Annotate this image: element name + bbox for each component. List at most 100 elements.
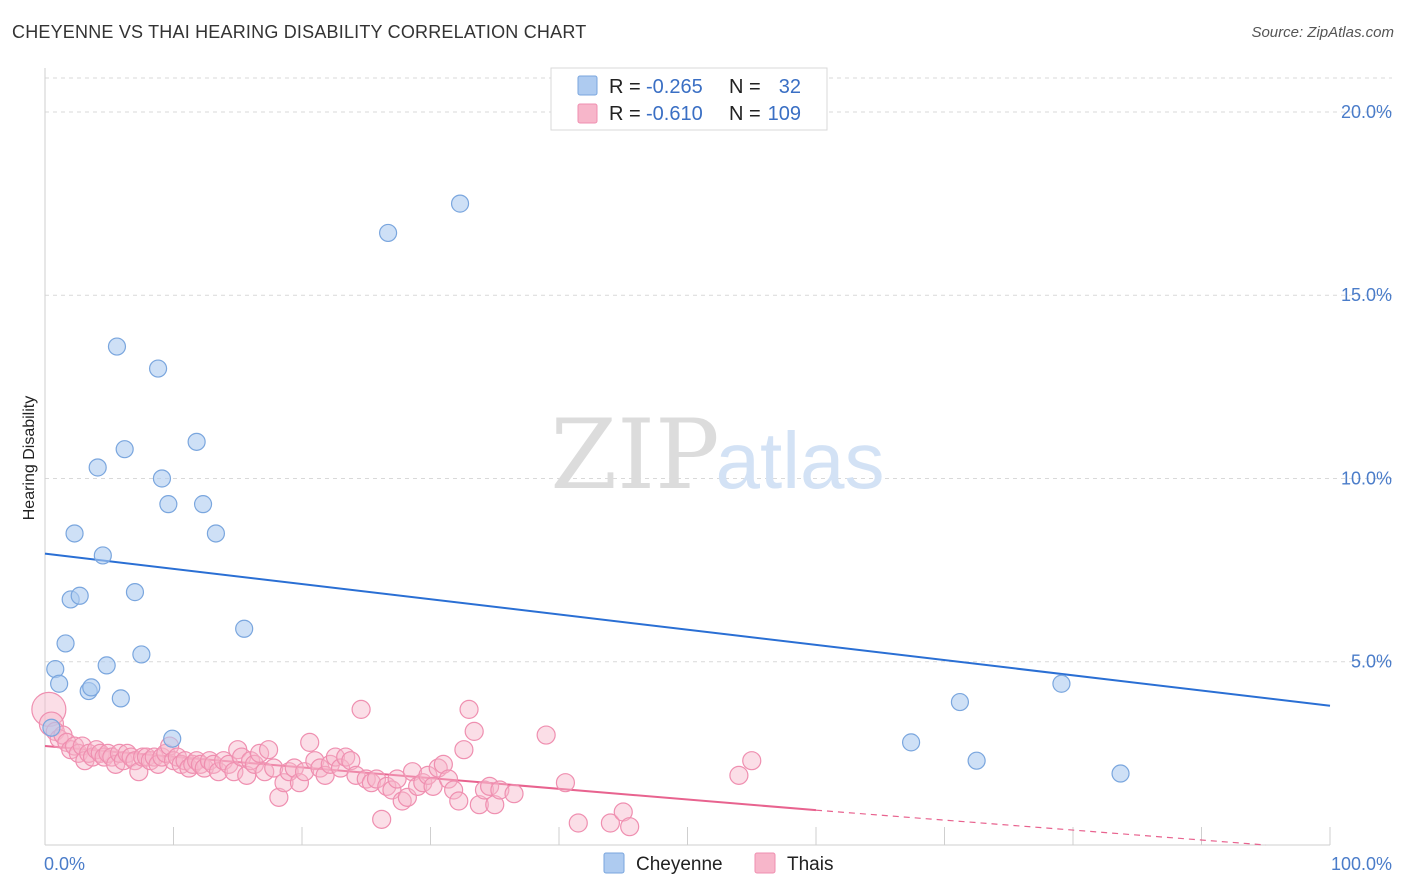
grid-lines	[45, 77, 1392, 663]
point-thais	[315, 765, 335, 785]
point-thais	[179, 758, 199, 778]
point-thais	[300, 732, 320, 752]
legend-bottom-label-cheyenne: Cheyenne	[636, 854, 723, 875]
legend-n-label-thais: N =	[729, 103, 761, 125]
point-thais	[600, 813, 621, 833]
axes	[44, 68, 1331, 846]
point-cheyenne	[42, 718, 61, 737]
point-cheyenne	[93, 546, 112, 565]
point-thais	[208, 762, 229, 782]
point-thais	[346, 765, 366, 785]
point-thais	[237, 765, 257, 785]
point-cheyenne	[159, 495, 178, 514]
x-tick-label-min: 0.0%	[44, 854, 85, 874]
x-tick-label-max: 100.0%	[1331, 854, 1392, 874]
point-thais	[555, 773, 576, 793]
legend-r-label-thais: R =	[609, 103, 641, 125]
point-thais	[336, 747, 356, 767]
y-tick-label: 20.0%	[1341, 102, 1392, 122]
y-tick-label: 10.0%	[1341, 468, 1392, 488]
point-thais	[86, 740, 107, 760]
point-cheyenne	[206, 524, 226, 543]
point-thais	[536, 725, 556, 745]
legend-bottom-swatch-cheyenne	[603, 852, 625, 874]
watermark-atlas: atlas	[716, 416, 885, 505]
point-thais	[454, 740, 474, 760]
point-thais	[438, 769, 459, 789]
point-thais	[423, 776, 443, 796]
chart-title: CHEYENNE VS THAI HEARING DISABILITY CORR…	[12, 22, 587, 42]
point-thais	[620, 817, 640, 837]
point-thais	[729, 765, 749, 785]
trend-line-thais-extension	[815, 809, 1266, 846]
legend-top: R = -0.265 N = 32 R = -0.610 N = 109	[550, 67, 828, 131]
legend-bottom: Cheyenne Thais	[603, 852, 833, 875]
point-cheyenne	[163, 729, 182, 748]
watermark-zip: ZIP	[550, 399, 719, 511]
point-cheyenne	[901, 733, 921, 752]
point-thais	[742, 751, 762, 771]
tick-labels: 5.0% 10.0% 15.0% 20.0% 0.0% 100.0%	[44, 102, 1392, 874]
point-thais	[418, 765, 438, 785]
point-cheyenne	[235, 619, 254, 638]
legend-r-value-cheyenne: -0.265	[646, 76, 703, 98]
point-cheyenne	[97, 656, 116, 675]
point-cheyenne	[65, 524, 84, 543]
y-tick-label: 5.0%	[1351, 652, 1392, 672]
point-cheyenne	[967, 751, 986, 770]
point-cheyenne	[1111, 764, 1130, 783]
point-thais	[330, 758, 351, 778]
point-thais	[480, 776, 500, 796]
point-thais	[244, 754, 265, 774]
point-cheyenne	[148, 359, 168, 378]
data-points	[31, 194, 1130, 837]
point-thais	[464, 721, 484, 741]
point-cheyenne	[950, 692, 970, 712]
legend-n-label-cheyenne: N =	[729, 76, 761, 98]
point-thais	[325, 747, 346, 767]
legend-r-label-cheyenne: R =	[609, 76, 641, 98]
point-cheyenne	[152, 469, 172, 488]
source-label: Source: ZipAtlas.com	[1251, 24, 1394, 41]
point-thais	[485, 795, 505, 815]
point-thais	[568, 813, 588, 833]
point-thais	[504, 784, 524, 804]
legend-swatch-thais	[577, 103, 598, 124]
point-thais	[269, 787, 289, 807]
legend-n-value-thais: 109	[768, 103, 801, 125]
point-thais	[449, 791, 469, 811]
legend-bottom-swatch-thais	[754, 852, 776, 874]
point-thais	[377, 776, 397, 796]
point-cheyenne	[132, 645, 151, 664]
point-cheyenne	[1052, 674, 1071, 693]
point-thais	[264, 758, 284, 778]
point-cheyenne	[111, 689, 130, 708]
point-thais	[341, 751, 361, 771]
point-thais	[284, 758, 304, 778]
trend-line-cheyenne	[44, 552, 1331, 707]
point-cheyenne	[70, 586, 89, 605]
point-thais	[94, 747, 114, 767]
point-thais	[90, 743, 110, 763]
point-thais	[136, 747, 157, 767]
point-thais	[372, 809, 392, 829]
point-thais	[433, 754, 453, 774]
legend-r-value-thais: -0.610	[646, 103, 703, 125]
point-thais	[289, 773, 310, 793]
point-cheyenne	[50, 674, 69, 693]
point-cheyenne	[187, 432, 206, 451]
point-thais	[444, 780, 464, 800]
point-thais	[117, 743, 137, 763]
point-thais	[490, 780, 510, 800]
y-axis-label: Hearing Disability	[21, 396, 38, 521]
point-cheyenne	[88, 458, 107, 477]
watermark: ZIP atlas	[550, 399, 884, 511]
point-thais	[356, 769, 376, 789]
point-cheyenne	[115, 440, 134, 459]
point-cheyenne	[56, 634, 75, 653]
point-thais	[351, 699, 371, 719]
point-cheyenne	[193, 495, 213, 514]
point-cheyenne	[125, 583, 145, 602]
point-thais	[387, 769, 407, 789]
